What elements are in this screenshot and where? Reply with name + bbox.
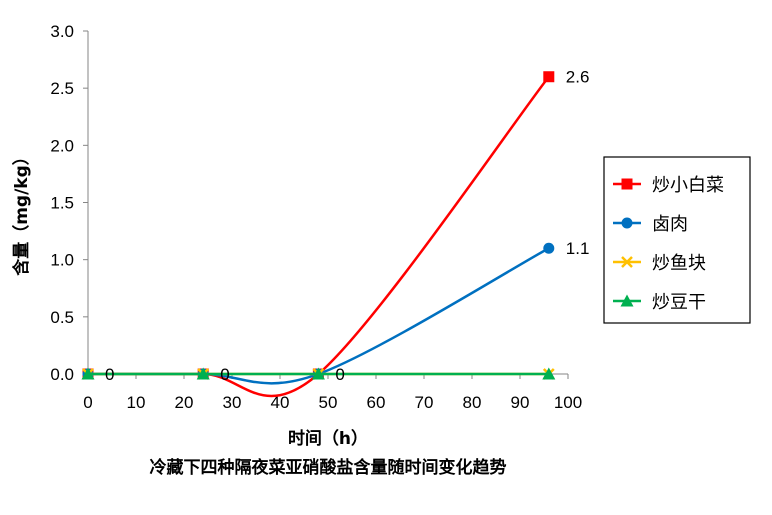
plot-area: 0.0 0.5 1.0 1.5 2.0 2.5 3.0 0 10 20 30 40 50 60 70 80 9… — [50, 22, 589, 412]
x-tick-label: 10 — [127, 393, 146, 412]
y-ticks: 0.0 0.5 1.0 1.5 2.0 2.5 3.0 — [50, 22, 88, 384]
y-tick-label: 1.0 — [50, 251, 74, 270]
data-label-layer: 0 0 0 2.6 1.1 — [105, 68, 589, 384]
data-point — [542, 367, 556, 380]
x-tick-label: 70 — [415, 393, 434, 412]
chart-caption: 冷藏下四种隔夜菜亚硝酸盐含量随时间变化趋势 — [150, 457, 507, 478]
x-tick-label: 100 — [554, 393, 582, 412]
data-point — [543, 242, 555, 254]
series-line — [87, 247, 550, 385]
x-axis-title: 时间（h） — [288, 428, 368, 449]
y-tick-label: 1.5 — [50, 194, 74, 213]
data-point — [311, 367, 325, 380]
y-tick-label: 0.5 — [50, 308, 74, 327]
x-tick-label: 90 — [511, 393, 530, 412]
legend-label: 炒鱼块 — [652, 253, 706, 274]
series-3 — [81, 367, 556, 380]
legend-item: 卤肉 — [613, 214, 688, 235]
series-0 — [82, 71, 555, 398]
series-layer — [81, 71, 556, 398]
y-tick-label: 2.0 — [50, 136, 74, 155]
data-label: 1.1 — [566, 239, 590, 258]
legend-label: 炒豆干 — [652, 292, 706, 313]
y-tick-label: 2.5 — [50, 79, 74, 98]
data-label: 0 — [220, 365, 229, 384]
legend-item: 炒鱼块 — [613, 253, 706, 274]
series-line — [87, 75, 550, 398]
x-tick-label: 40 — [271, 393, 290, 412]
legend-label: 炒小白菜 — [652, 175, 724, 196]
x-tick-label: 20 — [175, 393, 194, 412]
legend-marker — [621, 256, 633, 268]
x-tick-label: 0 — [83, 393, 92, 412]
data-point — [81, 367, 95, 380]
legend-label: 卤肉 — [652, 214, 688, 235]
y-tick-label: 0.0 — [50, 365, 74, 384]
legend-item: 炒豆干 — [613, 292, 706, 313]
x-ticks: 0 10 20 30 40 50 60 70 80 90 100 — [83, 374, 582, 412]
x-tick-label: 50 — [319, 393, 338, 412]
legend-marker — [620, 294, 634, 307]
marker-stroke — [621, 256, 633, 268]
legend-item: 炒小白菜 — [613, 175, 724, 196]
y-tick-label: 3.0 — [50, 22, 74, 41]
legend-marker — [621, 217, 633, 229]
x-tick-label: 60 — [367, 393, 386, 412]
data-point — [543, 71, 555, 83]
data-label: 0 — [335, 365, 344, 384]
data-label: 2.6 — [566, 68, 590, 87]
x-tick-label: 80 — [463, 393, 482, 412]
legend-marker — [621, 178, 633, 190]
data-point — [196, 367, 210, 380]
data-label: 0 — [105, 365, 114, 384]
series-1 — [82, 242, 555, 385]
y-axis-title: 含量（mg/kg） — [11, 148, 32, 276]
x-tick-label: 30 — [223, 393, 242, 412]
